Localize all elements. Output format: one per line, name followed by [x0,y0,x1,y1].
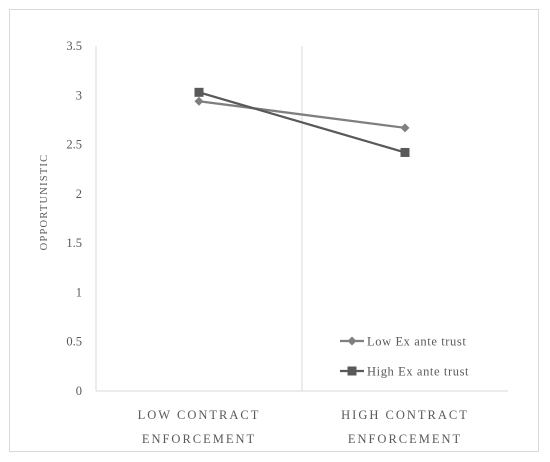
x-tick-label-line: ENFORCEMENT [348,432,462,446]
legend-item: High Ex ante trust [340,365,469,379]
y-tick-label: 2.5 [66,138,82,152]
legend-label: High Ex ante trust [367,365,469,379]
x-tick-label: HIGH CONTRACT ENFORCEMENT [341,408,469,446]
series-layer [194,87,410,157]
series-low-ex-ante-trust [194,96,410,133]
chart-frame: OPPORTUNISTIC 0 0.5 1 1.5 2 2.5 3 3.5 LOW CONTRA… [9,9,539,452]
data-point [400,147,410,157]
data-point [400,123,410,133]
legend-swatch-marker [347,366,357,376]
series-line [198,91,406,154]
legend-swatch-marker [347,336,357,346]
data-point [194,87,204,97]
y-tick-label: 1.5 [66,236,82,250]
legend-label: Low Ex ante trust [367,335,466,349]
line-chart: OPPORTUNISTIC 0 0.5 1 1.5 2 2.5 3 3.5 LOW CONTRA… [39,39,508,446]
legend: Low Ex ante trust High Ex ante trust [340,335,469,379]
y-tick-label: 1 [76,285,82,299]
y-tick-label: 0.5 [66,335,82,349]
y-axis-label: OPPORTUNISTIC [39,154,50,251]
series-line [198,100,406,129]
data-point [194,96,204,106]
series-high-ex-ante-trust [194,87,410,157]
y-tick-label: 0 [76,384,82,398]
y-tick-label: 3.5 [66,39,82,53]
y-tick-label: 3 [76,88,82,102]
x-tick-label-line: HIGH CONTRACT [341,408,469,422]
legend-item: Low Ex ante trust [340,335,466,349]
x-tick-label-line: ENFORCEMENT [142,432,256,446]
x-tick-label-line: LOW CONTRACT [138,408,261,422]
x-tick-label: LOW CONTRACT ENFORCEMENT [138,408,261,446]
y-tick-label: 2 [76,187,82,201]
